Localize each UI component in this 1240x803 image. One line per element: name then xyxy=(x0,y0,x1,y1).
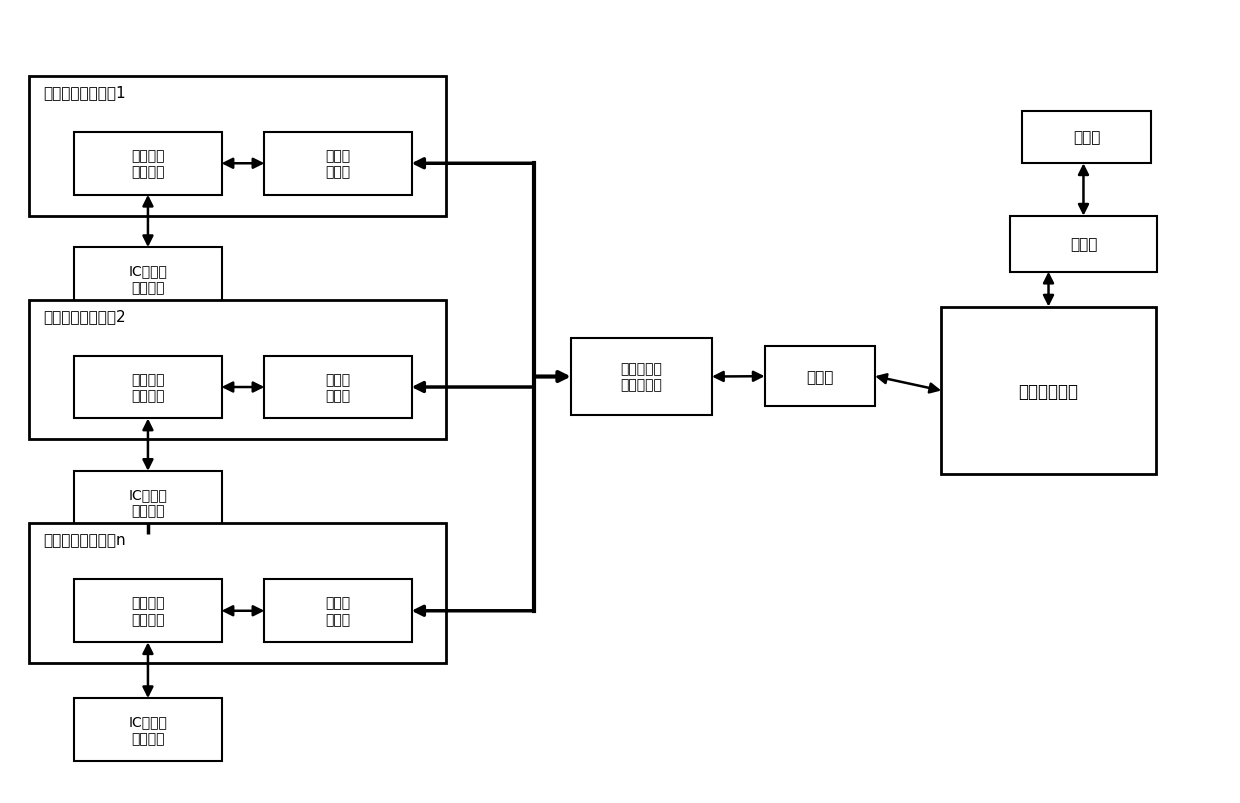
Text: IC卡信息
交换模块: IC卡信息 交换模块 xyxy=(129,715,167,745)
Text: 互联网: 互联网 xyxy=(806,369,833,384)
Bar xyxy=(570,339,712,415)
Bar xyxy=(29,524,446,663)
Bar xyxy=(765,347,875,406)
Text: 信息安全
管理模块: 信息安全 管理模块 xyxy=(131,373,165,402)
Text: 互联网: 互联网 xyxy=(1070,237,1097,252)
Bar xyxy=(264,132,412,195)
Bar xyxy=(74,471,222,534)
Text: 数据传
输模块: 数据传 输模块 xyxy=(325,149,351,179)
Bar xyxy=(941,308,1156,475)
Text: IC卡信息
交换模块: IC卡信息 交换模块 xyxy=(129,264,167,295)
Text: 物联网智能燃气表n: 物联网智能燃气表n xyxy=(43,532,126,547)
Text: 数据传
输模块: 数据传 输模块 xyxy=(325,596,351,626)
Bar xyxy=(74,248,222,311)
Text: 物联网智能燃气表1: 物联网智能燃气表1 xyxy=(43,85,126,100)
Text: 上层多级通
信通信设备: 上层多级通 信通信设备 xyxy=(620,362,662,392)
Text: IC卡信息
交换模块: IC卡信息 交换模块 xyxy=(129,487,167,518)
Text: 用户端: 用户端 xyxy=(1073,130,1100,145)
Text: 物联网智能燃气表2: 物联网智能燃气表2 xyxy=(43,308,126,324)
Text: 信息安全
管理模块: 信息安全 管理模块 xyxy=(131,149,165,179)
Bar xyxy=(74,356,222,419)
Bar xyxy=(74,132,222,195)
Bar xyxy=(1009,217,1157,272)
Text: 信息安全
管理模块: 信息安全 管理模块 xyxy=(131,596,165,626)
Bar xyxy=(74,699,222,761)
Bar xyxy=(29,77,446,217)
Bar xyxy=(1022,112,1151,164)
Text: 数据传
输模块: 数据传 输模块 xyxy=(325,373,351,402)
Bar xyxy=(264,580,412,642)
Text: 售气管理系统: 售气管理系统 xyxy=(1018,382,1079,400)
Bar xyxy=(29,300,446,440)
Bar xyxy=(264,356,412,419)
Bar xyxy=(74,580,222,642)
